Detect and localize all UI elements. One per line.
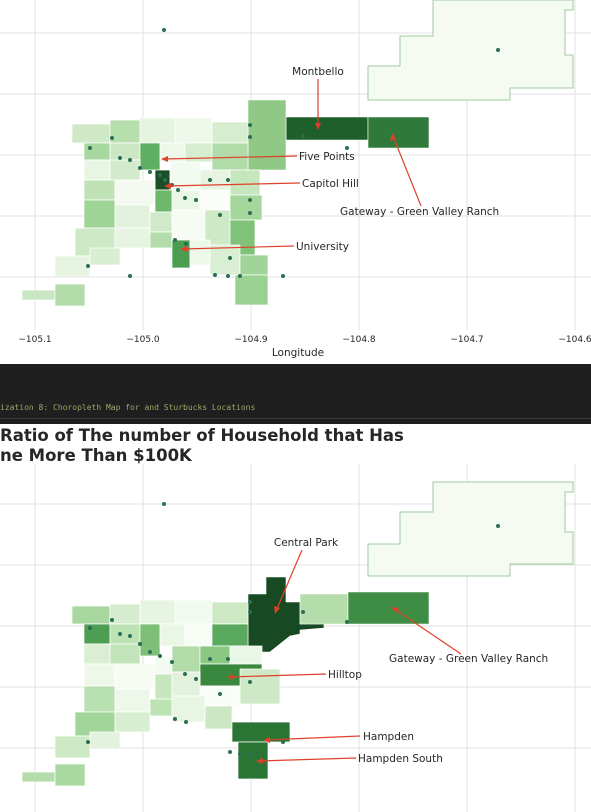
x-tick-label: −104.8 bbox=[342, 335, 376, 345]
region-gateway-gvr bbox=[347, 591, 430, 625]
annotation-label: Central Park bbox=[274, 537, 339, 549]
x-tick-label: −104.6 bbox=[558, 335, 591, 345]
annotation-label: University bbox=[296, 241, 349, 253]
chart-title-line-2: ne More Than $100K bbox=[0, 446, 192, 465]
x-axis-label: Longitude bbox=[272, 347, 324, 359]
annotation-label: Hampden South bbox=[358, 753, 443, 765]
chart-title: Ratio of The number of Household that Ha… bbox=[0, 426, 404, 466]
top-neighborhoods bbox=[21, 117, 269, 307]
bottom-neighborhoods bbox=[21, 599, 291, 787]
airport-region bbox=[367, 0, 574, 101]
annotation-label: Hilltop bbox=[328, 669, 362, 681]
x-tick-label: −105.1 bbox=[18, 335, 51, 345]
annotation-label: Gateway - Green Valley Ranch bbox=[340, 206, 499, 218]
top-map-panel: Montbello Five Points Capitol Hill Gatew… bbox=[0, 0, 591, 364]
region-gateway-gvr bbox=[367, 116, 430, 149]
x-tick-label: −104.7 bbox=[450, 335, 483, 345]
x-tick-label: −105.0 bbox=[126, 335, 160, 345]
cell-caption: ization 8: Choropleth Map for and Sturbu… bbox=[0, 403, 256, 412]
bottom-map-svg: Central Park Gateway - Green Valley Ranc… bbox=[0, 464, 591, 812]
bottom-map-panel: Central Park Gateway - Green Valley Ranc… bbox=[0, 424, 591, 812]
x-tick-label: −104.9 bbox=[234, 335, 268, 345]
region-stapleton bbox=[247, 99, 287, 171]
top-store-dots bbox=[86, 28, 500, 278]
annotation-label: Montbello bbox=[292, 66, 344, 78]
annotation-label: Gateway - Green Valley Ranch bbox=[389, 653, 548, 665]
bottom-store-dots bbox=[86, 502, 500, 756]
annotation-label: Five Points bbox=[299, 151, 355, 163]
top-map-svg: Montbello Five Points Capitol Hill Gatew… bbox=[0, 0, 591, 359]
region-montbello bbox=[299, 593, 349, 625]
top-gridlines bbox=[0, 0, 591, 330]
annotation-label: Capitol Hill bbox=[302, 178, 359, 190]
bottom-annotation-arrows bbox=[228, 549, 462, 762]
cell-divider bbox=[0, 418, 591, 419]
annotation-label: Hampden bbox=[363, 731, 414, 743]
notebook-cell-bar: ization 8: Choropleth Map for and Sturbu… bbox=[0, 364, 591, 424]
chart-title-line-1: Ratio of The number of Household that Ha… bbox=[0, 426, 404, 445]
region-montbello bbox=[285, 116, 369, 141]
top-annotation-arrows bbox=[162, 79, 422, 250]
airport-region bbox=[367, 481, 574, 577]
